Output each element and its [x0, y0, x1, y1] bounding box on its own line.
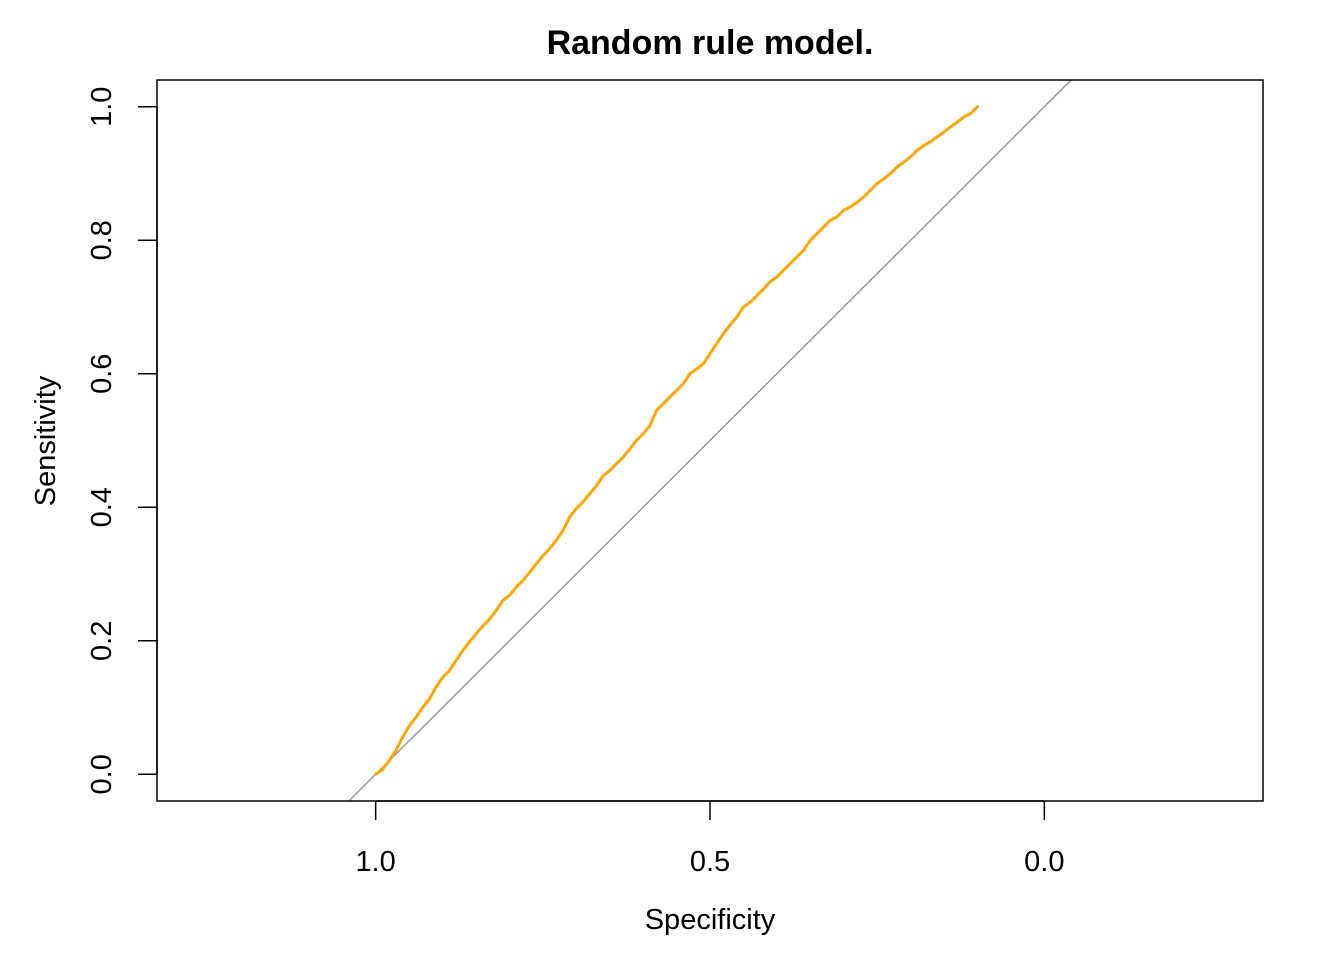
y-tick-label: 0.4: [86, 487, 118, 527]
x-tick-label: 1.0: [355, 846, 395, 878]
roc-curve-line: [374, 105, 979, 776]
plot-area: [347, 80, 1073, 801]
y-tick-label: 0.8: [86, 220, 118, 260]
chart-title: Random rule model.: [547, 24, 874, 62]
y-tick-label: 0.6: [86, 354, 118, 394]
x-tick-label: 0.0: [1024, 846, 1064, 878]
y-axis: 0.0 0.2 0.4 0.6 0.8 1.0: [86, 87, 158, 794]
x-tick-label: 0.5: [690, 846, 730, 878]
reference-diagonal-line: [347, 80, 1073, 801]
y-tick-label: 1.0: [86, 87, 118, 127]
y-tick-label: 0.0: [86, 754, 118, 794]
y-axis-label: Sensitivity: [30, 375, 62, 506]
y-tick-label: 0.2: [86, 621, 118, 661]
x-axis-label: Specificity: [645, 904, 776, 936]
x-axis: 1.0 0.5 0.0: [355, 800, 1065, 878]
